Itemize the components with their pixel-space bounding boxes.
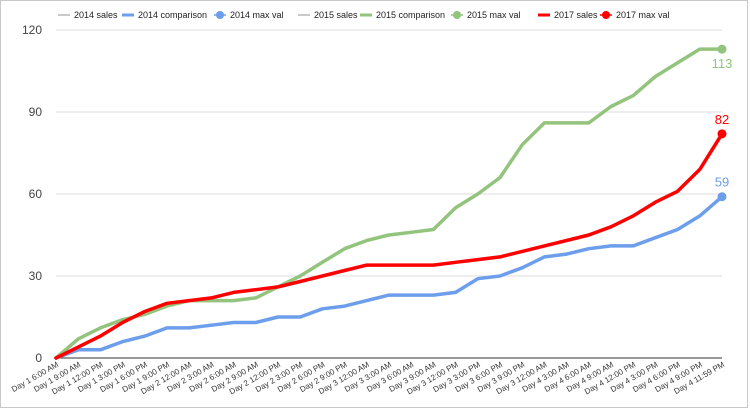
legend-label: 2015 sales bbox=[314, 10, 358, 20]
max-value-label: 113 bbox=[712, 56, 733, 71]
legend-label: 2014 max val bbox=[230, 10, 284, 20]
legend-point-marker bbox=[602, 11, 610, 19]
max-point-2017-max-val bbox=[717, 129, 727, 139]
series-line-2017-sales bbox=[54, 132, 724, 360]
legend-label: 2015 comparison bbox=[376, 10, 445, 20]
y-tick-label: 90 bbox=[29, 105, 43, 119]
max-value-label: 59 bbox=[715, 175, 729, 190]
series-line-2015-comparison bbox=[54, 47, 724, 360]
legend-label: 2014 comparison bbox=[138, 10, 207, 20]
legend-label: 2017 sales bbox=[554, 10, 598, 20]
legend-label: 2015 max val bbox=[467, 10, 521, 20]
y-tick-label: 120 bbox=[22, 23, 42, 37]
max-point-2015-max-val bbox=[717, 44, 727, 54]
max-point-2014-max-val bbox=[717, 192, 727, 202]
max-value-label: 82 bbox=[715, 112, 729, 127]
legend-label: 2014 sales bbox=[74, 10, 118, 20]
series-line-2014-comparison bbox=[54, 194, 724, 360]
y-tick-label: 60 bbox=[29, 187, 43, 201]
y-tick-label: 30 bbox=[29, 269, 43, 283]
y-tick-label: 0 bbox=[35, 351, 42, 365]
legend-point-marker bbox=[216, 11, 224, 19]
legend-label: 2017 max val bbox=[616, 10, 670, 20]
legend-point-marker bbox=[453, 11, 461, 19]
